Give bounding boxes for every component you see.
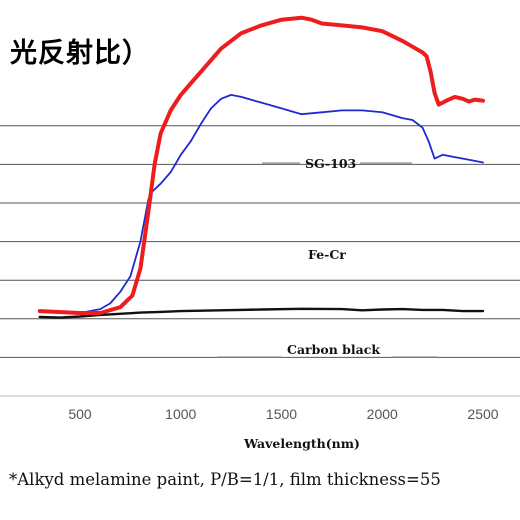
x-tick-labels: 500 1000 1500 2000 2500	[68, 406, 498, 422]
x-tick-label: 1500	[266, 406, 297, 422]
grid-lines	[0, 125, 520, 358]
sg-103-label: SG-103	[305, 156, 356, 171]
fe-cr-series-line	[38, 94, 484, 314]
series-lines	[37, 15, 485, 319]
x-axis-title: Wavelength(nm)	[243, 436, 360, 451]
series-labels: SG-103 Fe-Cr Carbon black	[218, 156, 437, 358]
x-tick-label: 500	[68, 406, 92, 422]
chart-canvas: 500 1000 1500 2000 2500 Wavelength(nm) SG-10…	[0, 15, 520, 451]
chart-title: 光反射比）	[10, 38, 150, 69]
x-tick-label: 2500	[467, 406, 498, 422]
x-tick-label: 2000	[367, 406, 398, 422]
sg-103-series-line	[37, 15, 485, 315]
fe-cr-label: Fe-Cr	[308, 247, 346, 262]
carbon-black-label: Carbon black	[287, 342, 380, 357]
footnote: *Alkyd melamine paint, P/B=1/1, film thi…	[9, 470, 441, 489]
x-tick-label: 1000	[165, 406, 196, 422]
